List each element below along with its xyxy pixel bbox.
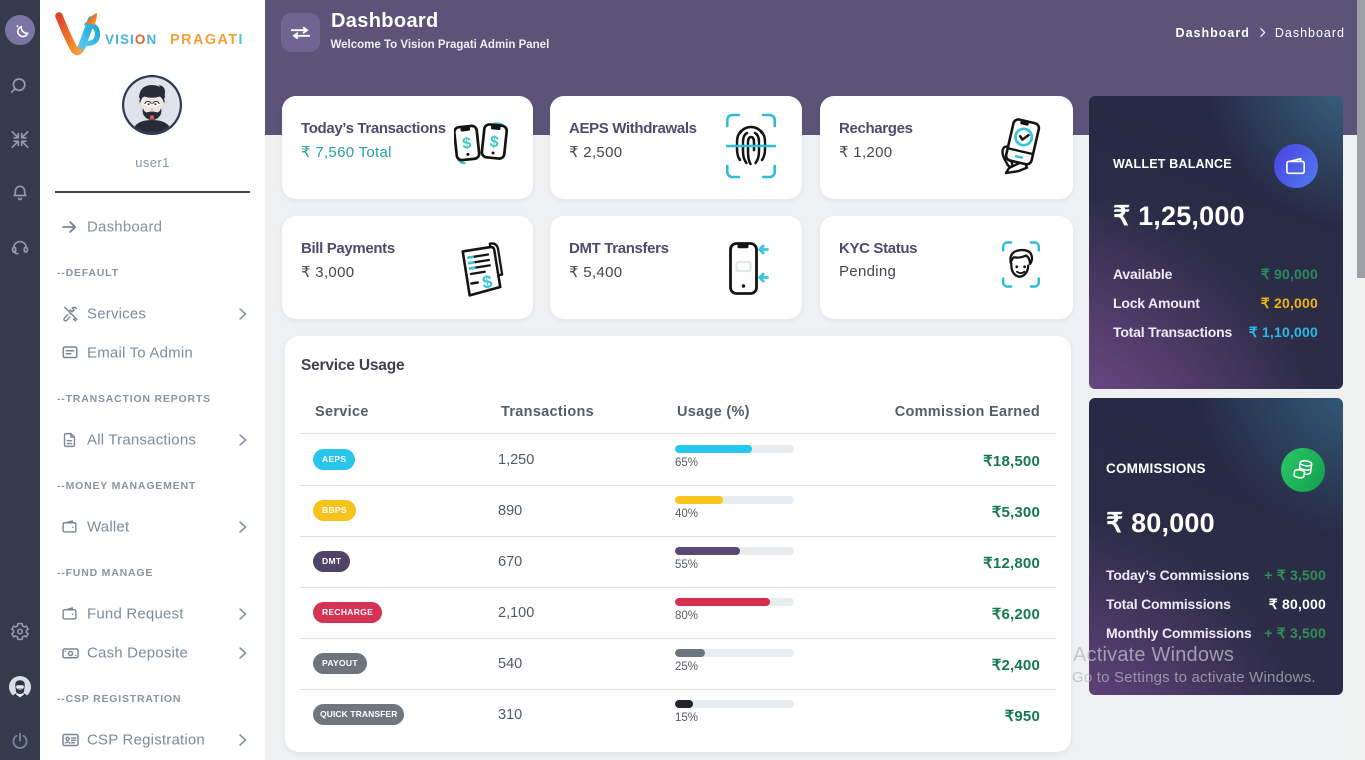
svg-text:$: $: [489, 134, 500, 152]
svg-text:VISION: VISION: [105, 32, 157, 47]
svg-text:PRAGATI: PRAGATI: [170, 32, 244, 48]
svg-text:$: $: [481, 271, 494, 292]
svg-text:$: $: [461, 135, 472, 153]
